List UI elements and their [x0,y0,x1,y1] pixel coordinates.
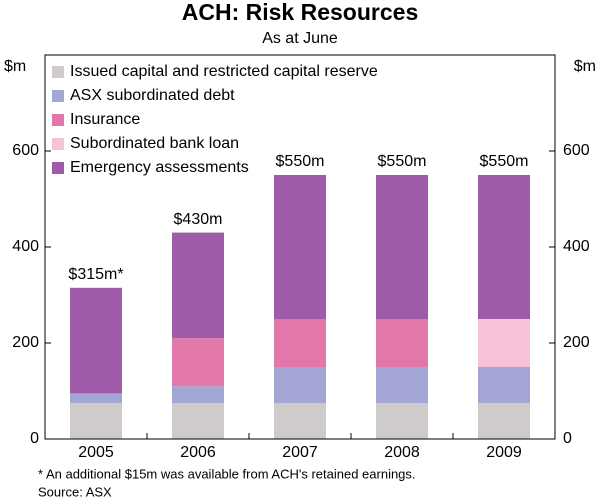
source: Source: ASX [38,484,112,499]
bar-segment [376,403,428,439]
chart-title: ACH: Risk Resources [182,0,418,25]
bar-segment [274,175,326,319]
bar-segment [376,367,428,403]
footnote: * An additional $15m was available from … [38,466,416,481]
bar-segment [478,403,530,439]
total-label: $550m [276,153,325,170]
y2-tick-label: 0 [563,430,572,447]
legend-label: Subordinated bank loan [70,135,239,152]
y-tick-label: 0 [30,430,39,447]
bar-segment [172,338,224,387]
bar-segment [70,403,122,439]
bar-segment [274,403,326,439]
total-label: $550m [378,153,427,170]
legend-label: Emergency assessments [70,159,249,176]
legend-swatch [52,162,64,174]
legend-label: Insurance [70,111,140,128]
legend-swatch [52,90,64,102]
y-tick-label: 600 [12,142,39,159]
y2-axis-label: $m [574,58,596,75]
x-tick-label: 2006 [180,444,216,461]
bar-segment [478,175,530,319]
bar-segment [70,287,122,394]
x-tick-label: 2008 [384,444,420,461]
bar-segment [376,175,428,319]
bar-segment [274,367,326,403]
legend-label: Issued capital and restricted capital re… [70,63,378,80]
x-tick-label: 2005 [78,444,114,461]
x-tick-label: 2007 [282,444,318,461]
y-tick-label: 400 [12,238,39,255]
y2-tick-label: 200 [563,334,590,351]
y-axis-label: $m [4,58,26,75]
legend-swatch [52,66,64,78]
bar-segment [478,367,530,403]
x-tick-label: 2009 [486,444,522,461]
total-label: $430m [174,211,223,228]
bar-segment [478,319,530,367]
legend-swatch [52,138,64,150]
y2-tick-label: 400 [563,238,590,255]
bar-segment [376,319,428,367]
y-tick-label: 200 [12,334,39,351]
bar-segment [172,232,224,339]
bar-segment [172,403,224,439]
total-label: $315m* [68,266,123,283]
chart-subtitle: As at June [262,30,338,47]
total-label: $550m [480,153,529,170]
legend-label: ASX subordinated debt [70,87,235,104]
y2-tick-label: 600 [563,142,590,159]
bar-segment [70,393,122,403]
legend-swatch [52,114,64,126]
bar-segment [274,319,326,367]
bar-segment [172,386,224,403]
